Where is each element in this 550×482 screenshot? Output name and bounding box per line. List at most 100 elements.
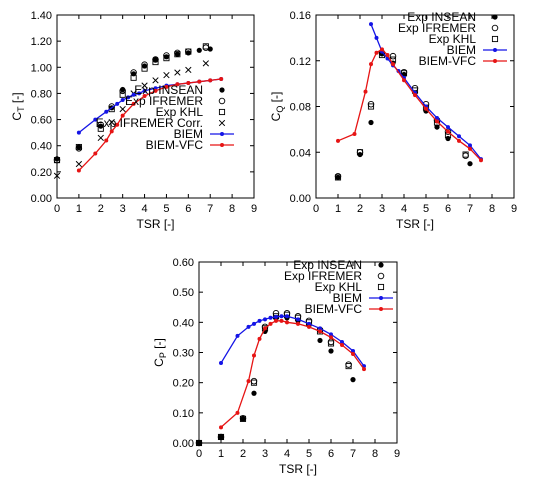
y-tick-label: 0.60 xyxy=(31,115,52,127)
data-point xyxy=(462,151,469,158)
data-point xyxy=(261,325,269,332)
data-point xyxy=(251,390,257,396)
data-point xyxy=(468,146,472,151)
data-point xyxy=(268,315,273,320)
data-point xyxy=(340,339,344,344)
data-point xyxy=(240,416,246,422)
data-point xyxy=(345,363,352,370)
y-tick-label: 0.40 xyxy=(31,141,52,153)
data-point xyxy=(246,379,251,384)
series-exp-khl xyxy=(195,311,352,447)
legend-label: Exp KHL xyxy=(315,280,363,294)
data-point xyxy=(219,425,223,430)
x-tick-label: 2 xyxy=(357,203,363,215)
data-point xyxy=(446,129,450,134)
legend-label: Exp IFREMER xyxy=(398,21,476,35)
legend-marker xyxy=(378,262,384,268)
data-point xyxy=(141,82,148,89)
legend-marker xyxy=(219,87,225,93)
legend-marker xyxy=(218,108,226,116)
data-point xyxy=(217,433,225,441)
x-tick-label: 1 xyxy=(335,203,341,215)
data-point xyxy=(152,59,159,66)
legend-marker xyxy=(493,48,497,52)
legend-marker xyxy=(491,35,499,43)
data-point xyxy=(391,62,395,67)
x-tick-label: 2 xyxy=(240,448,246,460)
data-point xyxy=(457,138,461,143)
series-exp-ifremer xyxy=(334,49,469,180)
y-tick-label: 0.20 xyxy=(173,378,194,390)
x-tick-label: 0 xyxy=(54,203,60,215)
data-point xyxy=(328,348,334,354)
data-point xyxy=(250,377,258,385)
x-tick-label: 6 xyxy=(328,448,334,460)
legend-label: Exp IFREMER xyxy=(125,94,203,108)
y-tick-label: 1.40 xyxy=(31,10,52,22)
plot-frame xyxy=(56,14,255,199)
data-point xyxy=(329,335,333,340)
legend-marker xyxy=(220,132,224,136)
legend-marker xyxy=(492,14,498,20)
series-line xyxy=(337,48,482,161)
x-tick-label: 5 xyxy=(306,448,312,460)
data-point xyxy=(345,361,352,368)
series-biem xyxy=(219,314,366,369)
data-point xyxy=(351,348,355,353)
data-point xyxy=(317,337,323,344)
data-point xyxy=(202,43,209,50)
series-exp-khl xyxy=(334,51,469,181)
data-point xyxy=(296,317,300,322)
legend-label: Exp IFREMER xyxy=(284,269,362,283)
x-tick-label: 2 xyxy=(98,203,104,215)
y-tick-label: 0.08 xyxy=(290,102,311,114)
data-point xyxy=(196,47,202,53)
data-point xyxy=(219,77,224,82)
data-point xyxy=(141,61,148,68)
data-point xyxy=(119,87,126,95)
legend-label: Exp KHL xyxy=(429,32,477,46)
x-tick-label: 7 xyxy=(350,448,356,460)
y-tick-label: 0.50 xyxy=(173,287,194,299)
data-point xyxy=(268,321,273,326)
data-point xyxy=(104,138,109,143)
data-point xyxy=(76,168,81,173)
data-point xyxy=(445,135,451,142)
data-point xyxy=(185,66,192,74)
y-axis-title: CP [-] xyxy=(152,338,168,367)
data-point xyxy=(367,103,375,110)
legend-label: BIEM-VFC xyxy=(146,138,204,152)
data-point xyxy=(163,55,170,62)
y-tick-label: 0.00 xyxy=(31,193,52,205)
data-point xyxy=(97,121,105,129)
data-point xyxy=(219,361,223,366)
series-exp-ifremer-corr xyxy=(53,60,209,179)
data-point xyxy=(336,138,340,143)
data-point xyxy=(75,143,82,151)
data-point xyxy=(119,105,126,113)
data-point xyxy=(152,77,159,84)
data-point xyxy=(120,97,125,102)
data-point xyxy=(462,152,469,159)
data-point xyxy=(141,65,148,72)
legend-marker xyxy=(218,97,226,105)
data-point xyxy=(93,117,98,122)
x-tick-label: 0 xyxy=(196,448,202,460)
legend-marker xyxy=(379,307,383,311)
data-point xyxy=(263,326,267,331)
x-tick-label: 4 xyxy=(401,203,407,215)
data-point xyxy=(235,333,240,338)
data-point xyxy=(446,125,450,130)
x-tick-label: 3 xyxy=(379,203,385,215)
legend-marker xyxy=(218,119,226,127)
legend-marker xyxy=(491,24,499,32)
data-point xyxy=(252,353,256,358)
x-tick-label: 4 xyxy=(284,448,290,460)
data-point xyxy=(374,50,379,55)
legend-label: Exp IFREMER Corr. xyxy=(96,116,203,130)
legend-label: BIEM xyxy=(333,291,362,305)
data-point xyxy=(369,62,373,67)
y-axis-title: CT [-] xyxy=(10,92,26,120)
x-tick-label: 9 xyxy=(511,203,517,215)
